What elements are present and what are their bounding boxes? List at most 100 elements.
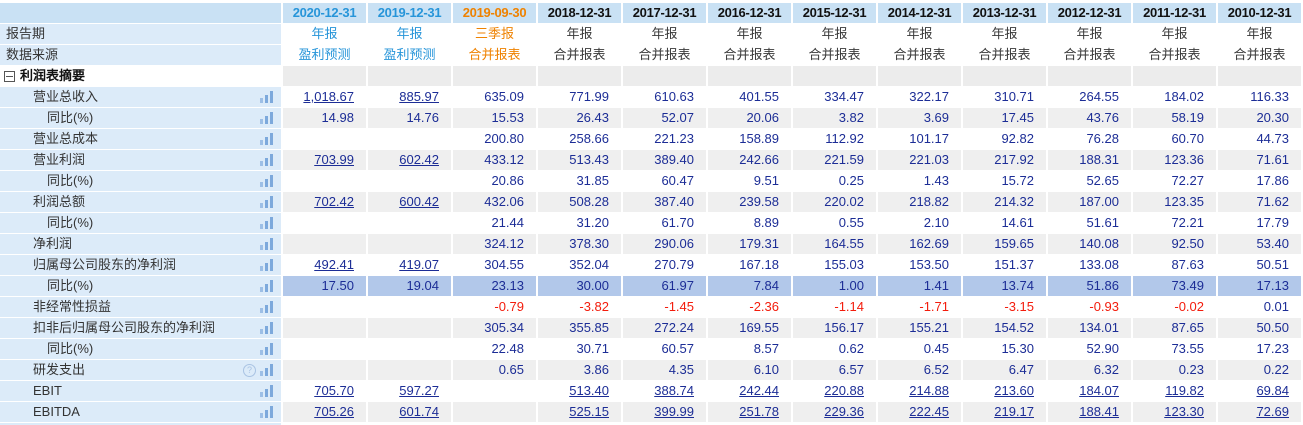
row-label: 非经常性损益 (0, 297, 281, 318)
value-cell: 310.71 (961, 87, 1046, 108)
value-cell: 771.99 (536, 87, 621, 108)
table-row: 同比(%) 22.48 30.71 60.57 8.57 0.62 0.45 15.30 52.… (0, 339, 1303, 360)
table-row: 研发支出? 0.65 3.86 4.35 6.10 6.57 6.52 6.47 6.32 0.2… (0, 360, 1303, 381)
bar-chart-icon[interactable] (260, 133, 273, 145)
value-cell: 0.65 (451, 360, 536, 381)
value-link[interactable]: 703.99 (281, 150, 366, 171)
value-cell: 92.82 (961, 129, 1046, 150)
value-cell (366, 297, 451, 318)
bar-chart-icon[interactable] (260, 406, 273, 418)
value-cell (961, 423, 1046, 425)
bar-chart-icon[interactable] (260, 175, 273, 187)
value-cell: 258.66 (536, 129, 621, 150)
value-link[interactable]: 219.17 (961, 402, 1046, 423)
bar-chart-icon[interactable] (260, 238, 273, 250)
value-cell (791, 423, 876, 425)
value-link[interactable]: 705.26 (281, 402, 366, 423)
value-cell: 432.06 (451, 192, 536, 213)
value-link[interactable]: 513.40 (536, 381, 621, 402)
value-cell: 7.84 (706, 276, 791, 297)
value-link[interactable]: 601.74 (366, 402, 451, 423)
bar-chart-icon[interactable] (260, 196, 273, 208)
value-link[interactable]: 388.74 (621, 381, 706, 402)
value-cell: 218.82 (876, 192, 961, 213)
value-cell: 270.79 (621, 255, 706, 276)
value-link[interactable]: 1,018.67 (281, 87, 366, 108)
value-link[interactable]: 214.88 (876, 381, 961, 402)
source-value-cell: 合并报表 (706, 45, 791, 66)
value-link[interactable]: 600.42 (366, 192, 451, 213)
value-link[interactable]: 72.69 (1216, 402, 1301, 423)
row-label-text: 归属母公司股东的净利润 (33, 257, 177, 272)
bar-chart-icon[interactable] (260, 301, 273, 313)
table-row: 营业总收入 1,018.67 885.97 635.09 771.99 610.63 401… (0, 87, 1303, 108)
bar-chart-icon[interactable] (260, 259, 273, 271)
value-link[interactable]: 242.44 (706, 381, 791, 402)
value-cell: 101.17 (876, 129, 961, 150)
value-link[interactable]: 602.42 (366, 150, 451, 171)
value-link[interactable]: 251.78 (706, 402, 791, 423)
value-link[interactable]: 220.88 (791, 381, 876, 402)
value-cell: 23.13 (451, 276, 536, 297)
value-link[interactable]: 597.27 (366, 381, 451, 402)
bar-chart-icon[interactable] (260, 91, 273, 103)
row-label: 扣非后归属母公司股东的净利润 (0, 318, 281, 339)
value-link[interactable]: 123.30 (1131, 402, 1216, 423)
table-row: 营业利润 703.99 602.42 433.12 513.43 389.40 242.66… (0, 150, 1303, 171)
row-label: EBITDA (0, 402, 281, 423)
value-cell (281, 297, 366, 318)
value-link[interactable]: 184.07 (1046, 381, 1131, 402)
bar-chart-icon[interactable] (260, 217, 273, 229)
value-link[interactable]: 119.82 (1131, 381, 1216, 402)
value-cell: 153.50 (876, 255, 961, 276)
row-label: 利润总额 (0, 192, 281, 213)
value-link[interactable]: 885.97 (366, 87, 451, 108)
bar-chart-icon[interactable] (260, 343, 273, 355)
bar-chart-icon[interactable] (260, 364, 273, 376)
value-cell: 389.40 (621, 150, 706, 171)
value-link[interactable]: 525.15 (536, 402, 621, 423)
value-link[interactable]: 213.60 (961, 381, 1046, 402)
value-link[interactable]: 222.45 (876, 402, 961, 423)
value-cell: 304.55 (451, 255, 536, 276)
row-label-text: 同比(%) (47, 110, 94, 125)
bar-chart-icon[interactable] (260, 112, 273, 124)
value-link[interactable]: 399.99 (621, 402, 706, 423)
value-cell: 19.04 (366, 276, 451, 297)
value-cell: -0.79 (451, 297, 536, 318)
value-link[interactable]: 229.36 (791, 402, 876, 423)
value-cell (876, 423, 961, 425)
row-icons (260, 406, 273, 418)
table-row: EBITDA 705.26 601.74 525.15 399.99 251.78 229.… (0, 402, 1303, 423)
value-cell (281, 360, 366, 381)
collapse-section-icon[interactable] (4, 70, 15, 82)
bar-chart-icon[interactable] (260, 154, 273, 166)
bar-chart-icon[interactable] (260, 280, 273, 292)
header-row: 2020-12-31 2019-12-31 2019-09-30 2018-12-31… (0, 3, 1303, 24)
value-link[interactable]: 188.41 (1046, 402, 1131, 423)
row-label: 同比(%) (0, 213, 281, 234)
value-cell: 15.30 (961, 339, 1046, 360)
value-cell: 0.23 (1131, 360, 1216, 381)
help-icon[interactable]: ? (243, 363, 256, 377)
value-link[interactable]: 702.42 (281, 192, 366, 213)
value-link[interactable]: 705.70 (281, 381, 366, 402)
column-header-date: 2017-12-31 (621, 3, 706, 24)
source-value-cell: 合并报表 (1046, 45, 1131, 66)
value-link[interactable]: 69.84 (1216, 381, 1301, 402)
period-value-cell: 年报 (1216, 24, 1301, 45)
bar-chart-icon[interactable] (260, 322, 273, 334)
row-label-text: 报告期 (6, 26, 46, 41)
bar-chart-icon[interactable] (260, 385, 273, 397)
value-cell: 72.21 (1131, 213, 1216, 234)
value-cell (621, 423, 706, 425)
value-cell (1046, 423, 1131, 425)
value-link[interactable]: 492.41 (281, 255, 366, 276)
value-cell: 378.30 (536, 234, 621, 255)
row-label-text: 扣非后归属母公司股东的净利润 (33, 320, 216, 335)
report-period-row: 报告期 年报 年报 三季报 年报 年报 年报 年报 年报 年报 年报 年报 年报 (0, 24, 1303, 45)
value-cell: 60.70 (1131, 129, 1216, 150)
row-label-text: 同比(%) (47, 278, 94, 293)
value-cell: 30.00 (536, 276, 621, 297)
value-link[interactable]: 419.07 (366, 255, 451, 276)
